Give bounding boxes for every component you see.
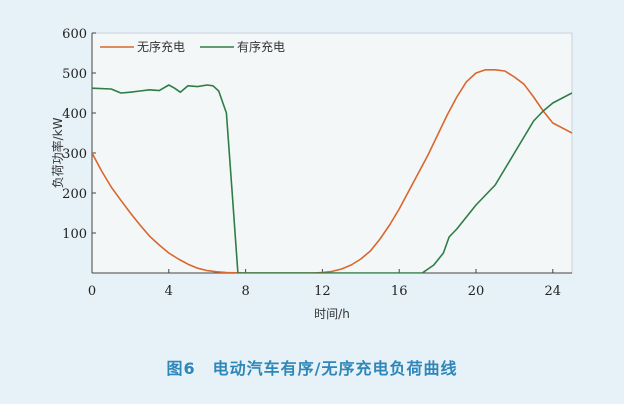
x-tick-label: 8 bbox=[241, 284, 249, 299]
legend-label-1: 有序充电 bbox=[237, 39, 285, 54]
legend-label-0: 无序充电 bbox=[137, 39, 185, 54]
y-tick-labels: 100 200 300 400 500 600 bbox=[62, 27, 96, 242]
x-tick-label: 0 bbox=[88, 284, 96, 299]
x-tick-labels: 0 4 8 12 16 20 24 bbox=[88, 269, 561, 299]
x-tick-label: 20 bbox=[468, 284, 485, 299]
y-tick-label: 400 bbox=[62, 107, 87, 122]
series-line-1 bbox=[92, 84, 572, 273]
plot-area bbox=[91, 32, 573, 274]
y-tick-label: 200 bbox=[62, 187, 87, 202]
series-lines bbox=[92, 69, 572, 273]
series-line-0 bbox=[92, 69, 572, 273]
legend: 无序充电 有序充电 bbox=[100, 39, 285, 54]
figure-caption: 图6 电动汽车有序/无序充电负荷曲线 bbox=[166, 359, 458, 378]
y-tick-label: 500 bbox=[62, 67, 87, 82]
x-axis-label: 时间/h bbox=[314, 307, 350, 321]
x-tick-label: 12 bbox=[314, 284, 331, 299]
x-tick-label: 16 bbox=[391, 284, 408, 299]
y-axis-label: 负荷功率/kW bbox=[50, 117, 65, 188]
x-tick-label: 24 bbox=[545, 284, 562, 299]
y-tick-label: 100 bbox=[62, 227, 87, 242]
x-tick-label: 4 bbox=[165, 284, 173, 299]
y-tick-label: 600 bbox=[62, 27, 87, 42]
y-tick-label: 300 bbox=[62, 147, 87, 162]
